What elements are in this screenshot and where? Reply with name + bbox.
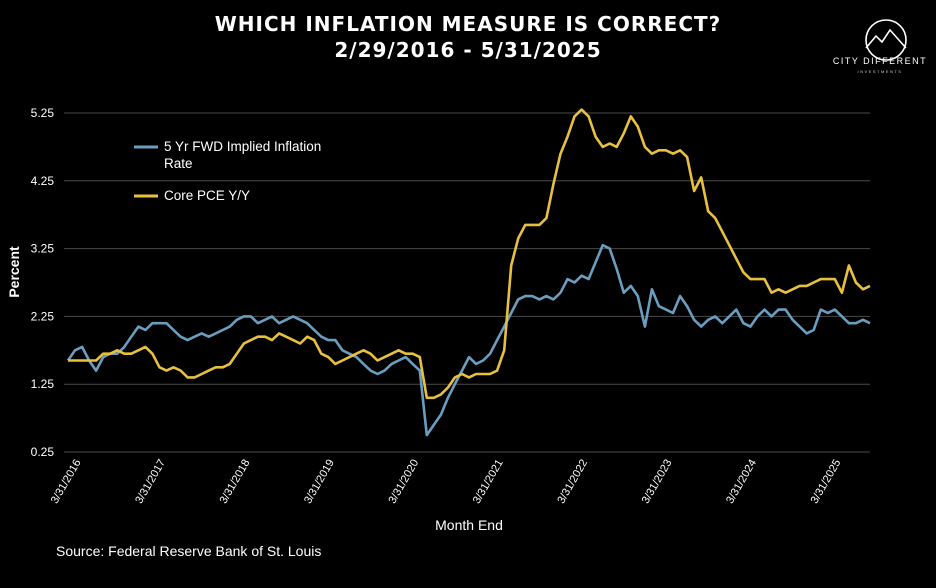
x-axis-label: Month End xyxy=(435,517,503,533)
x-tick-label: 3/31/2016 xyxy=(49,458,84,506)
legend-label-five-yr: 5 Yr FWD Implied Inflation Rate xyxy=(164,139,325,171)
x-tick-label: 3/31/2022 xyxy=(555,458,590,506)
x-tick-label: 3/31/2025 xyxy=(809,458,844,506)
y-tick-label: 0.25 xyxy=(31,445,55,459)
x-tick-label: 3/31/2024 xyxy=(724,458,759,506)
logo-subtitle: INVESTMENTS xyxy=(857,69,903,74)
logo-mountain-icon xyxy=(865,28,907,49)
x-tick-label: 3/31/2023 xyxy=(640,458,675,506)
chart-subtitle: 2/29/2016 - 5/31/2025 xyxy=(334,38,602,62)
y-tick-label: 2.25 xyxy=(31,309,55,323)
series-line-five-yr xyxy=(66,243,871,437)
y-tick-label: 1.25 xyxy=(31,377,55,391)
y-tick-label: 4.25 xyxy=(31,174,55,188)
x-tick-label: 3/31/2020 xyxy=(386,458,421,506)
y-tick-label: 5.25 xyxy=(31,106,55,120)
legend-label-core-pce: Core PCE Y/Y xyxy=(164,188,250,203)
chart-title: WHICH INFLATION MEASURE IS CORRECT? xyxy=(214,12,722,36)
legend-label-five-yr-line2: Rate xyxy=(164,156,193,171)
x-tick-label: 3/31/2021 xyxy=(471,458,506,506)
logo-circle-icon xyxy=(865,19,907,61)
city-different-logo xyxy=(865,19,907,61)
source-note: Source: Federal Reserve Bank of St. Loui… xyxy=(56,543,322,559)
x-tick-label: 3/31/2019 xyxy=(302,458,337,506)
legend-label-five-yr-line1: 5 Yr FWD Implied Inflation xyxy=(164,139,321,154)
x-tick-label: 3/31/2017 xyxy=(133,458,168,506)
x-tick-label: 3/31/2018 xyxy=(218,458,253,506)
y-tick-label: 3.25 xyxy=(31,242,55,256)
series-line-core-pce xyxy=(68,108,871,400)
y-axis-label: Percent xyxy=(6,246,22,298)
logo-name: CITY DIFFERENT xyxy=(832,56,928,66)
